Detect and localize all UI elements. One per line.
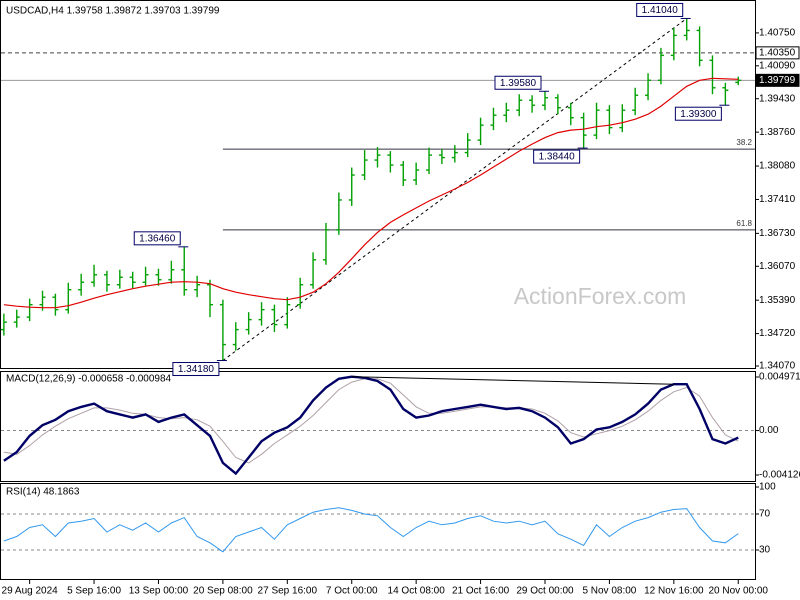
x-tick-label: 27 Sep 16:00	[258, 586, 318, 597]
price-panel	[0, 0, 756, 369]
macd-main	[3, 375, 739, 476]
macd-trend-line	[351, 376, 674, 385]
level-box	[755, 73, 800, 87]
y-tick-label: 70	[759, 509, 771, 520]
watermark: ActionForex.com	[514, 283, 687, 309]
level-box	[755, 46, 800, 60]
y-tick-label: 1.38760	[759, 127, 796, 138]
level-label: 1.40350	[759, 47, 796, 58]
y-tick-label: 30	[759, 545, 771, 556]
annotation-label: 1.36460	[139, 233, 176, 244]
annotation-label: 1.38440	[539, 152, 576, 163]
annotation-box	[636, 2, 684, 17]
x-tick-label: 5 Nov 08:00	[582, 586, 636, 597]
macd-title: MACD(12,26,9) -0.000658 -0.000984	[6, 374, 172, 385]
rsi-panel	[0, 483, 756, 580]
x-tick-label: 29 Oct 00:00	[516, 586, 574, 597]
y-tick-label: 1.34070	[759, 361, 796, 372]
x-tick-label: 21 Oct 16:00	[452, 586, 510, 597]
macd-signal	[3, 378, 739, 464]
x-tick-label: 20 Nov 00:00	[709, 586, 769, 597]
y-tick-label: 1.35390	[759, 295, 796, 306]
x-tick-label: 14 Oct 08:00	[388, 586, 446, 597]
y-tick-label: 1.34720	[759, 328, 796, 339]
annotation-box	[674, 106, 722, 121]
y-tick-label: 1.39430	[759, 93, 796, 104]
annotation-box	[172, 362, 220, 377]
x-tick-label: 29 Aug 2024	[2, 586, 59, 597]
y-tick-label: 1.37410	[759, 194, 796, 205]
annotation-label: 1.39300	[680, 109, 717, 120]
annotation-box	[494, 75, 542, 90]
x-tick-label: 5 Sep 16:00	[67, 586, 121, 597]
y-tick-label: 0.00	[759, 425, 779, 436]
y-tick-label: 1.40090	[759, 60, 796, 71]
chart-title: USDCAD,H4 1.39758 1.39872 1.39703 1.3979…	[6, 6, 220, 17]
x-tick-label: 20 Sep 08:00	[193, 586, 253, 597]
annotation-label: 1.41040	[642, 5, 679, 16]
rsi-line	[3, 507, 739, 553]
annotation-box	[133, 231, 181, 246]
y-tick-label: 100	[759, 482, 776, 493]
annotation-label: 1.34180	[178, 364, 215, 375]
x-tick-label: 7 Oct 00:00	[326, 586, 378, 597]
level-label: 1.39799	[759, 75, 796, 86]
x-tick-label: 12 Nov 16:00	[644, 586, 704, 597]
annotation-box	[533, 149, 581, 164]
x-tick-label: 13 Sep 00:00	[129, 586, 189, 597]
fib-label: 38.2	[736, 138, 752, 147]
moving-average	[3, 77, 739, 309]
annotation-label: 1.39580	[500, 78, 537, 89]
y-tick-label: 1.38080	[759, 161, 796, 172]
y-tick-label: 1.36730	[759, 228, 796, 239]
fib-label: 61.8	[736, 219, 752, 228]
y-tick-label: 0.004971	[759, 372, 800, 383]
y-tick-label: 1.40750	[759, 28, 796, 39]
rsi-title: RSI(14) 48.1863	[6, 487, 80, 498]
y-tick-label: 1.36070	[759, 261, 796, 272]
macd-panel	[0, 371, 756, 482]
y-tick-label: -0.004126	[759, 470, 800, 481]
